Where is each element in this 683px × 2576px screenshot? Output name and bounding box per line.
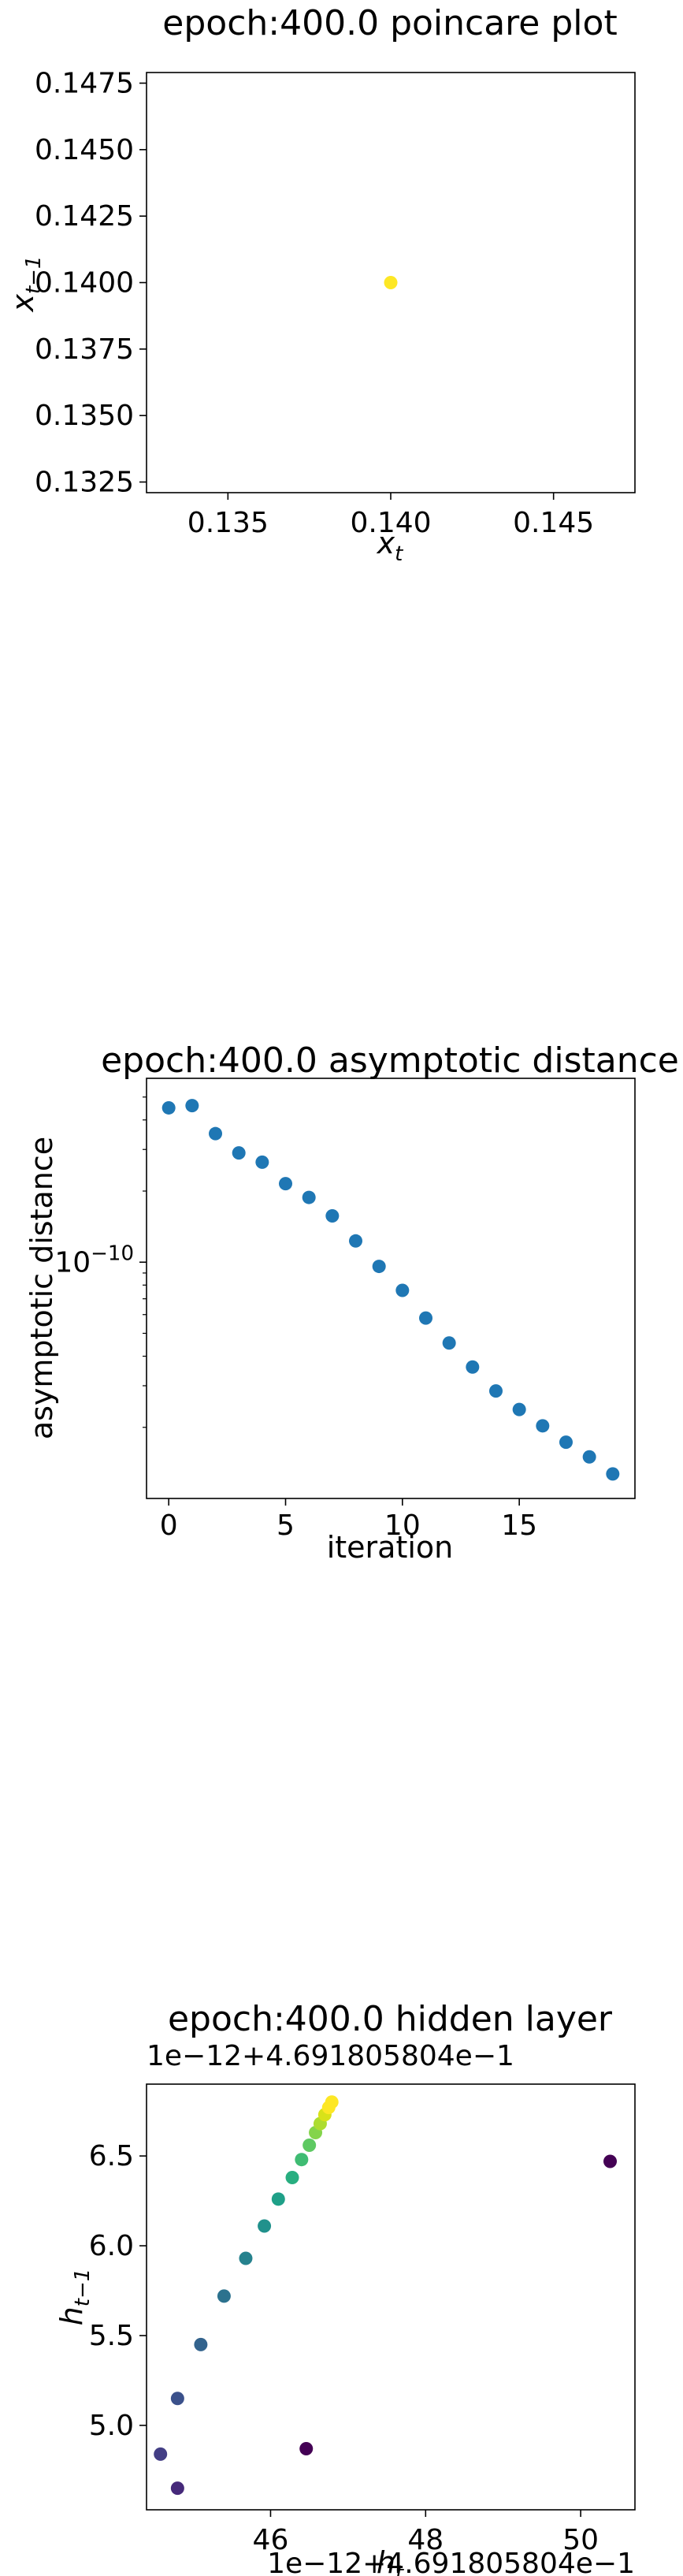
hidden-layer-point [271, 2192, 285, 2206]
hidden-layer-ytick-label: 5.0 [89, 2410, 134, 2442]
asymptotic-xtick-label: 0 [160, 1509, 178, 1542]
asymptotic-point [325, 1209, 340, 1223]
poincare-ytick-label: 0.1325 [35, 467, 134, 499]
asymptotic-point [302, 1190, 316, 1204]
hidden-layer-point [295, 2153, 309, 2167]
hidden-layer-point [194, 2337, 208, 2351]
asymptotic-point [372, 1260, 386, 1274]
hidden-layer-xtick-label: 50 [562, 2524, 599, 2556]
poincare-ytick-label: 0.1350 [35, 400, 134, 432]
poincare-ytick-label: 0.1400 [35, 267, 134, 300]
asymptotic-xtick-label: 15 [501, 1509, 537, 1542]
hidden-layer-xtick-label: 48 [407, 2524, 444, 2556]
hidden-layer-y-offset: 1e−12+4.691805804e−1 [147, 2040, 514, 2072]
asymptotic-point [209, 1126, 223, 1141]
asymptotic-point [418, 1311, 432, 1325]
hidden-layer-ylabel: ht−1 [54, 2269, 95, 2326]
hidden-layer-point [325, 2095, 339, 2109]
asymptotic-point [582, 1450, 596, 1464]
asymptotic-point [232, 1146, 246, 1160]
hidden-layer-point [170, 2481, 184, 2496]
poincare-xtick-label: 0.145 [513, 507, 594, 539]
poincare-plot-chart: epoch:400.0 poincare plot 0.1325 0.1350 0.… [6, 3, 636, 566]
asymptotic-point [185, 1099, 199, 1113]
asymptotic-point [466, 1360, 480, 1374]
poincare-xtick-label: 0.140 [350, 507, 431, 539]
asymptotic-distance-chart: epoch:400.0 asymptotic distance 10−10 0 5… [24, 1040, 679, 1565]
poincare-ytick-label: 0.1375 [35, 333, 134, 366]
hidden-layer-point [217, 2289, 231, 2303]
asymptotic-distance-xlabel: iteration [327, 1530, 454, 1565]
hidden-layer-ytick-label: 5.5 [89, 2320, 134, 2352]
asymptotic-distance-frame [146, 1078, 636, 1499]
hidden-layer-chart: epoch:400.0 hidden layer 1e−12+4.6918058… [54, 1999, 636, 2576]
poincare-plot-title: epoch:400.0 poincare plot [162, 3, 617, 43]
hidden-layer-point [303, 2138, 317, 2152]
poincare-ytick-label: 0.1425 [35, 200, 134, 233]
asymptotic-point [606, 1467, 620, 1481]
asymptotic-point [279, 1177, 293, 1191]
asymptotic-point [395, 1283, 410, 1297]
asymptotic-ytick-label: 10−10 [54, 1241, 134, 1279]
asymptotic-point [488, 1384, 503, 1398]
hidden-layer-point [154, 2447, 168, 2461]
asymptotic-point [161, 1100, 176, 1115]
poincare-ytick-label: 0.1475 [35, 67, 134, 99]
asymptotic-point [559, 1435, 573, 1450]
poincare-xtick-label: 0.135 [187, 507, 269, 539]
hidden-layer-x-offset: 1e−12+4.691805804e−1 [267, 2548, 635, 2576]
poincare-ytick-label: 0.1450 [35, 134, 134, 166]
poincare-plot-ylabel: xt−1 [6, 255, 46, 312]
asymptotic-distance-ylabel: asymptotic distance [24, 1137, 59, 1439]
hidden-layer-frame [146, 2083, 636, 2511]
asymptotic-xtick-label: 5 [277, 1509, 295, 1542]
hidden-layer-point [170, 2392, 184, 2406]
asymptotic-point [349, 1234, 363, 1248]
hidden-layer-point [285, 2170, 299, 2184]
hidden-layer-point [258, 2219, 272, 2233]
poincare-plot-frame [146, 72, 636, 493]
asymptotic-point [255, 1155, 269, 1169]
asymptotic-distance-title: epoch:400.0 asymptotic distance [101, 1040, 679, 1081]
hidden-layer-xtick-label: 46 [253, 2524, 289, 2556]
hidden-layer-title: epoch:400.0 hidden layer [168, 1999, 613, 2039]
hidden-layer-point [239, 2251, 253, 2265]
poincare-point [384, 276, 398, 289]
hidden-layer-ytick-label: 6.5 [89, 2140, 134, 2172]
hidden-layer-point [299, 2442, 314, 2456]
asymptotic-point [536, 1419, 550, 1433]
asymptotic-point [512, 1402, 526, 1416]
asymptotic-point [442, 1336, 456, 1350]
hidden-layer-ytick-label: 6.0 [89, 2230, 134, 2262]
asymptotic-xtick-label: 10 [384, 1509, 421, 1542]
hidden-layer-point [603, 2154, 618, 2168]
